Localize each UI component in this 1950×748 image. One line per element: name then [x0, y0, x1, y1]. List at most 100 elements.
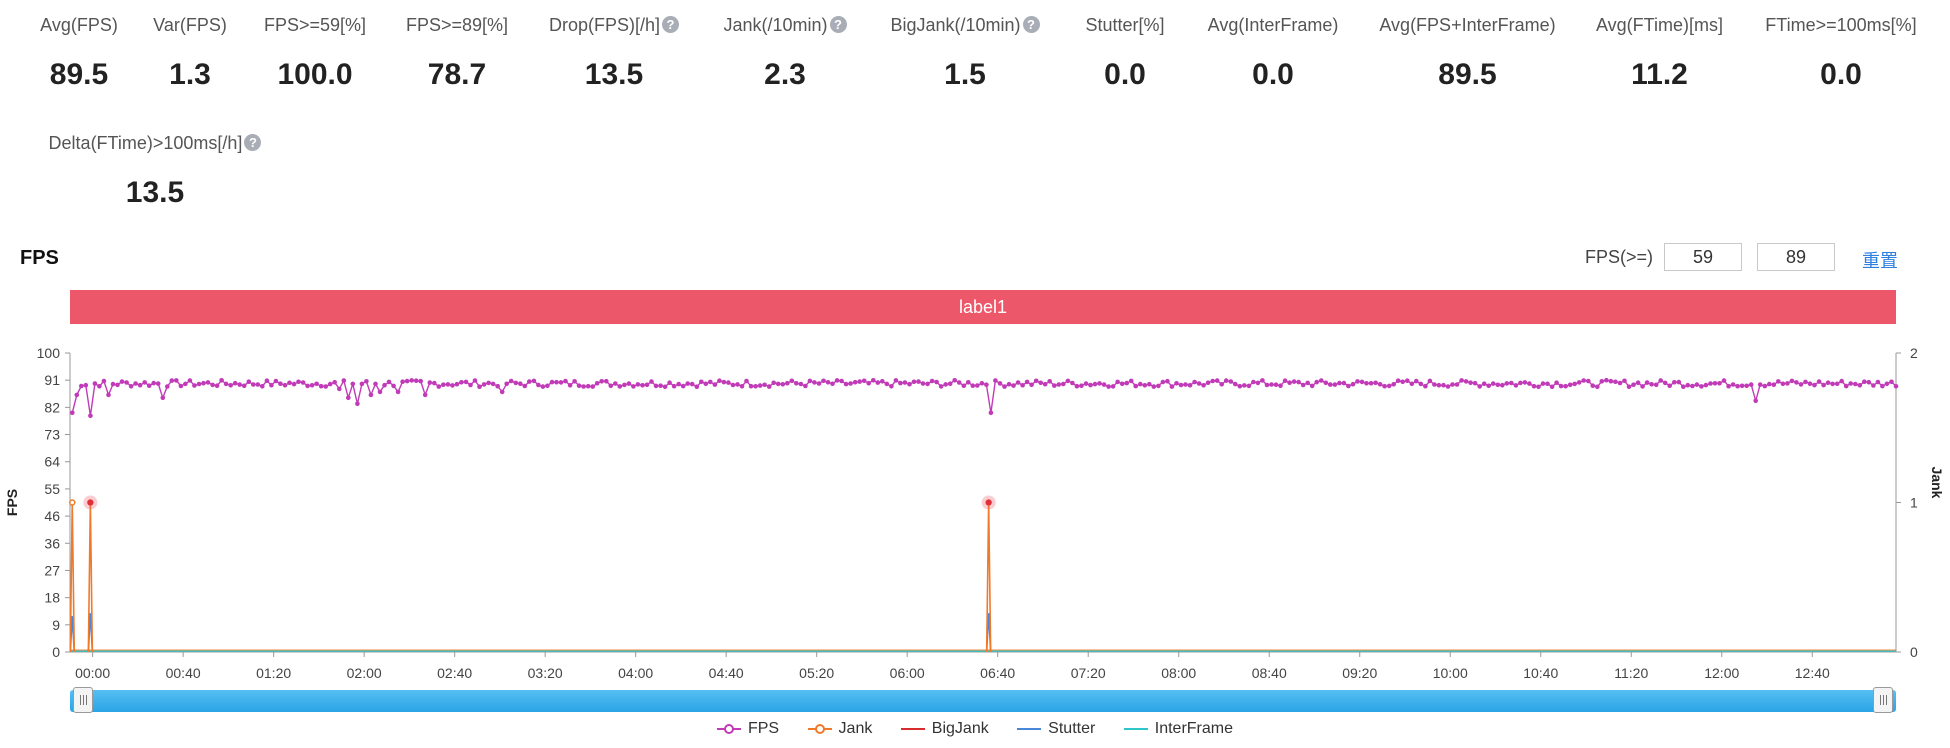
interframe-legend-icon	[1123, 728, 1148, 730]
fps-point	[1862, 379, 1867, 384]
fps-point	[337, 386, 342, 392]
x-tick-label: 12:00	[1704, 665, 1739, 680]
bigjank-legend-icon	[900, 728, 925, 730]
fps-point	[1418, 381, 1424, 387]
fps-point	[1762, 383, 1768, 389]
label-bar[interactable]: label1	[70, 290, 1896, 324]
jank-highlight-marker	[87, 499, 94, 506]
fps-point	[730, 382, 736, 388]
legend-item-stutter[interactable]: Stutter	[1017, 720, 1095, 738]
x-tick-label: 00:00	[75, 665, 110, 680]
x-tick-label: 04:00	[618, 665, 653, 680]
fps-point	[454, 381, 460, 387]
fps-point	[260, 384, 265, 389]
zoom-slider-track[interactable]	[70, 690, 1896, 712]
fps-point	[436, 384, 442, 389]
fps-point	[545, 383, 550, 389]
legend-item-interframe[interactable]: InterFrame	[1123, 720, 1233, 738]
fps-point	[314, 381, 319, 387]
fps-point	[273, 378, 279, 384]
x-tick-label: 00:40	[166, 665, 201, 680]
fps-point	[644, 382, 650, 388]
fps-point	[536, 382, 541, 388]
fps-point	[341, 378, 347, 383]
fps-point	[848, 381, 853, 386]
threshold-high-input[interactable]	[1757, 243, 1835, 271]
fps-point	[124, 380, 129, 385]
x-tick-label: 01:20	[256, 665, 291, 680]
fps-point	[1237, 383, 1243, 389]
threshold-low-input[interactable]	[1664, 243, 1742, 271]
fps-point	[1260, 378, 1265, 383]
fps-point	[359, 381, 365, 387]
fps-point	[350, 381, 356, 387]
fps-point	[653, 383, 659, 389]
fps-point	[346, 395, 351, 401]
help-icon[interactable]: ?	[829, 15, 847, 33]
fps-point	[1581, 378, 1586, 383]
y-left-tick-label: 73	[44, 427, 60, 443]
legend-item-jank[interactable]: Jank	[807, 720, 872, 738]
fps-point	[445, 382, 451, 387]
fps-point	[432, 380, 437, 386]
fps-point	[278, 381, 283, 386]
fps-point	[1097, 381, 1102, 386]
fps-point	[1210, 378, 1215, 384]
fps-point	[685, 381, 690, 386]
fps-point	[952, 378, 957, 383]
fps-point	[1807, 381, 1813, 386]
fps-point	[567, 383, 573, 388]
fps-point	[1567, 382, 1573, 388]
metric-jank: Jank(/10min)? 2.3	[715, 12, 855, 92]
fps-point	[1309, 383, 1315, 389]
fps-point	[984, 382, 989, 387]
x-tick-label: 10:40	[1523, 665, 1558, 680]
fps-point	[142, 380, 147, 385]
reset-button[interactable]: 重置	[1862, 251, 1898, 271]
fps-point	[1395, 378, 1401, 383]
grip-line	[1880, 695, 1881, 705]
fps-point	[726, 380, 731, 385]
fps-point	[658, 383, 663, 388]
legend-item-bigjank[interactable]: BigJank	[900, 720, 989, 738]
fps-point	[1373, 380, 1378, 386]
fps-point	[576, 383, 582, 388]
fps-point	[1459, 378, 1464, 383]
help-icon[interactable]: ?	[662, 15, 680, 33]
zoom-slider-right-handle[interactable]	[1873, 687, 1893, 713]
fps-point	[1319, 378, 1324, 383]
metric-value: 0.0	[1104, 58, 1146, 91]
y-left-tick-label: 9	[52, 617, 60, 633]
fps-point	[1545, 381, 1550, 387]
fps-point	[1128, 378, 1134, 384]
fps-point	[382, 382, 387, 388]
fps-point	[1337, 380, 1342, 386]
fps-point	[1662, 380, 1668, 386]
fps-point	[1264, 382, 1270, 388]
fps-point	[1798, 382, 1804, 387]
fps-point	[708, 379, 713, 385]
fps-point	[323, 384, 329, 389]
legend-item-fps[interactable]: FPS	[716, 720, 779, 738]
fps-point	[558, 380, 564, 385]
help-icon[interactable]: ?	[1022, 15, 1040, 33]
fps-point	[540, 384, 546, 389]
metric-label: Avg(FPS+InterFrame)	[1379, 15, 1556, 35]
fps-point	[1757, 382, 1763, 387]
fps-point	[1282, 378, 1288, 383]
fps-point	[1599, 379, 1605, 384]
metric-var-fps: Var(FPS) 1.3	[150, 12, 230, 92]
fps-point	[1165, 378, 1170, 384]
fps-point	[1635, 380, 1641, 385]
fps-point	[110, 381, 116, 387]
zoom-slider-left-handle[interactable]	[73, 687, 93, 713]
help-icon[interactable]: ?	[244, 133, 262, 151]
fps-point	[1436, 382, 1442, 388]
fps-point	[1653, 382, 1659, 388]
fps-point	[219, 378, 224, 383]
y-left-tick-label: 0	[52, 644, 60, 660]
jank-point	[69, 499, 76, 506]
y-right-axis-title: Jank	[1929, 467, 1945, 499]
fps-chart[interactable]: 0 9 18 27 36 46 55 64 73 82 91 100 0 1 2 00:00 00:40 01:2…	[0, 330, 1950, 680]
fps-point	[667, 380, 672, 385]
